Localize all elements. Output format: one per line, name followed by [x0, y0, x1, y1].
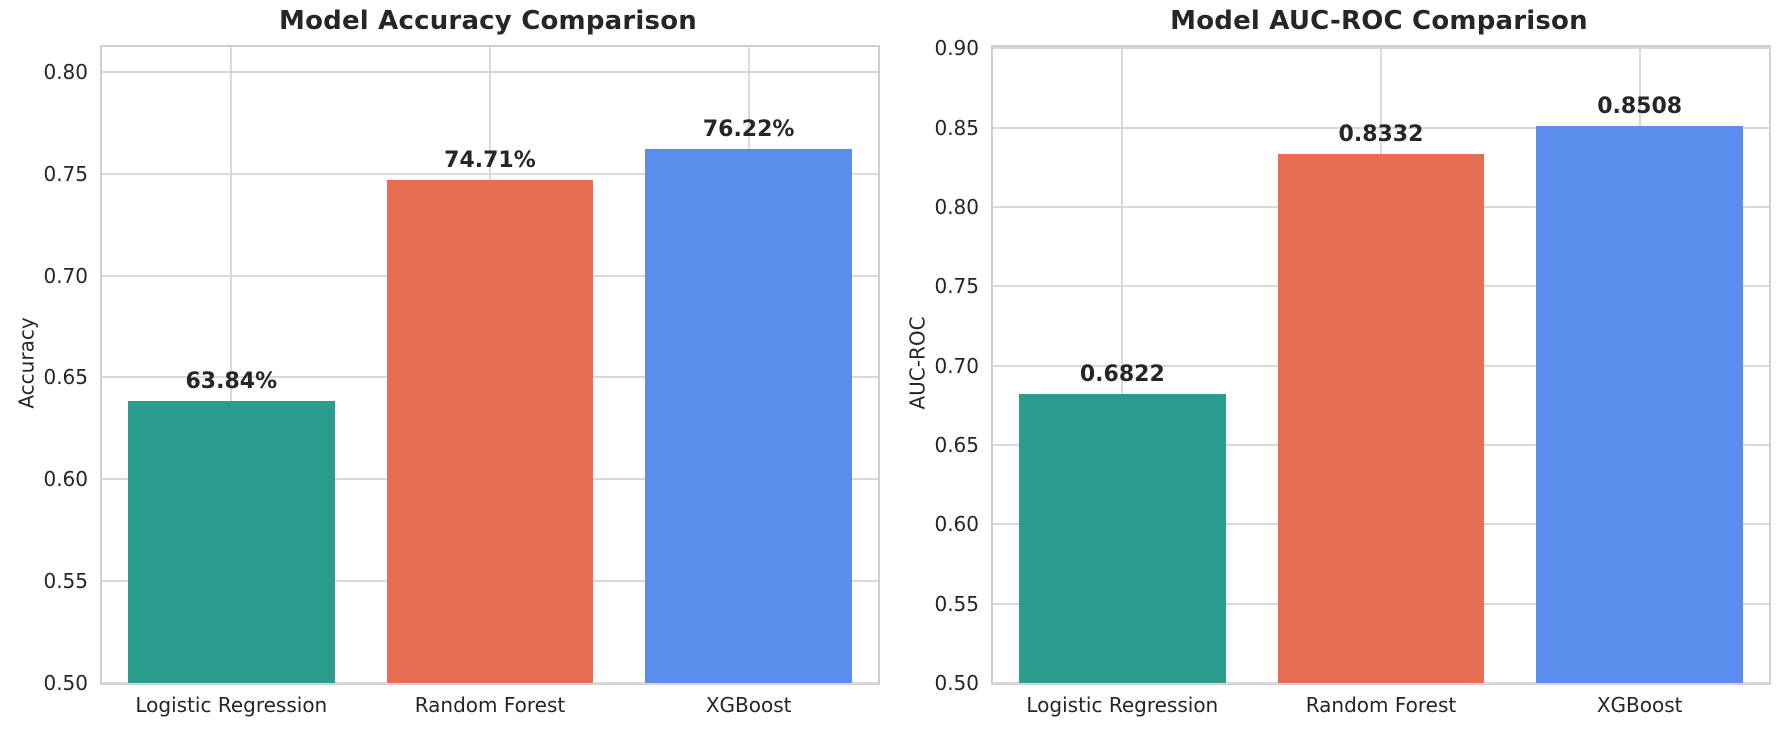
bar-logistic-regression	[1018, 393, 1226, 683]
y-tick-label: 0.75	[934, 274, 979, 299]
x-tick-label: Random Forest	[1305, 693, 1457, 717]
plot-area: 0.50 0.55 0.60 0.65 0.70 0.75 0.80 0.85 0.90 0.68…	[934, 36, 1771, 717]
x-gridline	[1121, 47, 1124, 683]
bar-value-label: 0.8332	[1338, 122, 1424, 148]
chart-title: Model Accuracy Comparison	[279, 6, 697, 36]
bar-xgboost	[645, 148, 853, 683]
y-gridline	[993, 682, 1769, 684]
y-tick-label: 0.60	[43, 467, 88, 492]
y-tick-label: 0.70	[934, 353, 979, 378]
y-tick-label: 0.80	[934, 194, 979, 219]
bar-xgboost	[1536, 126, 1744, 683]
x-gridline	[230, 47, 233, 683]
y-tick-label: 0.50	[934, 671, 979, 695]
bar-value-label: 63.84%	[185, 369, 278, 395]
x-tick-label: Random Forest	[414, 693, 566, 717]
y-tick-label: 0.65	[934, 432, 979, 457]
bar-value-label: 0.6822	[1079, 361, 1165, 387]
y-tick-label: 0.70	[43, 263, 88, 288]
bar-random-forest	[1277, 154, 1485, 683]
y-tick-label: 0.65	[43, 365, 88, 390]
accuracy-chart: Model Accuracy Comparison Accuracy 0.50 0…	[15, 6, 880, 717]
y-tick-label: 0.55	[43, 569, 88, 594]
bar-random-forest	[386, 179, 594, 683]
bar-logistic-regression	[127, 401, 335, 683]
bar-value-label: 74.71%	[444, 147, 536, 173]
x-tick-label: XGBoost	[1596, 693, 1683, 717]
bar-value-label: 0.8508	[1597, 94, 1683, 120]
y-tick-label: 0.50	[43, 671, 88, 695]
y-tick-label: 0.60	[934, 512, 979, 537]
auc-roc-chart: Model AUC-ROC Comparison AUC-ROC 0.50 0.5…	[906, 6, 1771, 717]
y-tick-label: 0.75	[43, 161, 88, 186]
x-tick-label: Logistic Regression	[1026, 693, 1219, 717]
chart-title: Model AUC-ROC Comparison	[1170, 6, 1588, 36]
plot-area: 0.50 0.55 0.60 0.65 0.70 0.75 0.80 63.84% Logist…	[43, 45, 880, 717]
y-tick-label: 0.90	[934, 36, 979, 61]
y-tick-label: 0.85	[934, 115, 979, 140]
y-tick-label: 0.80	[43, 59, 88, 84]
x-tick-label: Logistic Regression	[135, 693, 328, 717]
bar-value-label: 76.22%	[702, 116, 795, 142]
x-tick-label: XGBoost	[705, 693, 792, 717]
y-tick-label: 0.55	[934, 591, 979, 616]
y-gridline	[102, 682, 878, 684]
